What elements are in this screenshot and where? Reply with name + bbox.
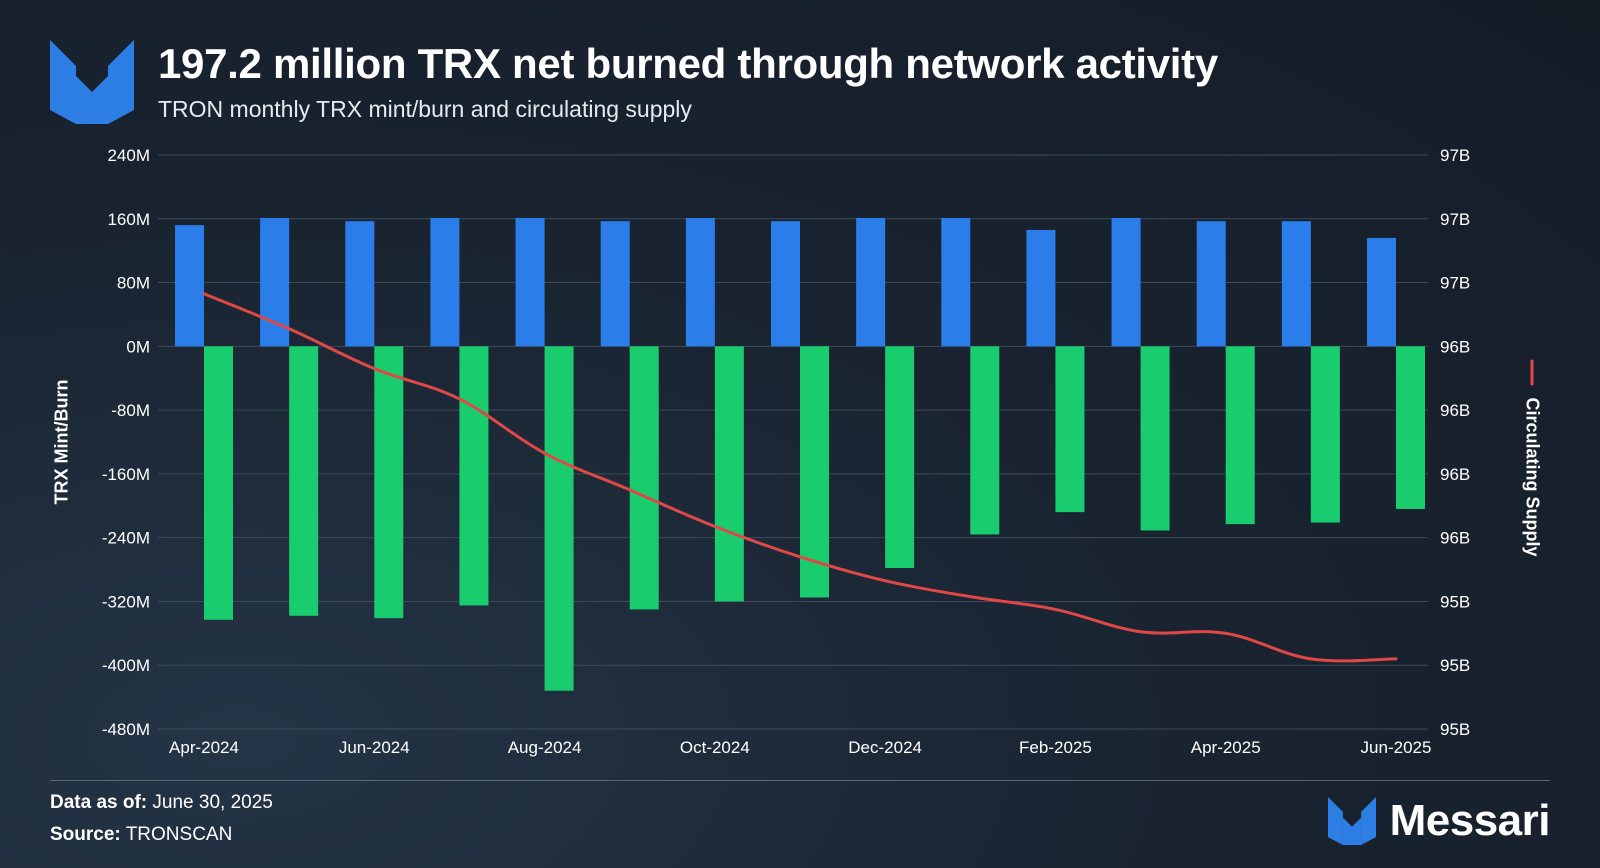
burn-bar bbox=[289, 346, 319, 616]
burn-bar bbox=[1310, 346, 1340, 523]
burn-bar bbox=[629, 346, 659, 610]
mint-bar bbox=[1026, 229, 1056, 347]
left-tick-label: 240M bbox=[107, 146, 150, 165]
chart-title: 197.2 million TRX net burned through net… bbox=[158, 40, 1218, 87]
burn-bar bbox=[970, 346, 1000, 535]
right-tick-label: 95B bbox=[1440, 656, 1470, 675]
right-tick-label: 95B bbox=[1440, 720, 1470, 739]
mint-bar bbox=[345, 221, 375, 347]
burn-bar bbox=[1140, 346, 1170, 531]
right-tick-label: 96B bbox=[1440, 401, 1470, 420]
data-as-of-value: June 30, 2025 bbox=[152, 792, 273, 813]
x-tick-label: Jun-2025 bbox=[1361, 738, 1432, 757]
right-tick-label: 97B bbox=[1440, 210, 1470, 229]
burn-bar bbox=[544, 346, 574, 691]
mint-bar bbox=[260, 217, 290, 347]
burn-bar bbox=[1055, 346, 1085, 513]
brand-name: Messari bbox=[1389, 796, 1551, 845]
mint-bar bbox=[685, 217, 715, 347]
x-tick-label: Dec-2024 bbox=[848, 738, 922, 757]
x-tick-label: Feb-2025 bbox=[1019, 738, 1092, 757]
left-tick-label: -240M bbox=[102, 529, 150, 548]
mint-bar bbox=[856, 217, 886, 347]
right-axis-title: Circulating Supply bbox=[1522, 359, 1543, 557]
source-value: TRONSCAN bbox=[125, 824, 233, 845]
left-tick-label: -320M bbox=[102, 592, 150, 611]
messari-brand-icon bbox=[1327, 797, 1376, 845]
left-tick-label: -160M bbox=[102, 465, 150, 484]
right-tick-label: 97B bbox=[1440, 274, 1470, 293]
x-tick-label: Oct-2024 bbox=[680, 738, 750, 757]
burn-bar bbox=[374, 346, 404, 619]
x-tick-label: Apr-2025 bbox=[1191, 738, 1261, 757]
burn-bar bbox=[800, 346, 829, 598]
chart-subtitle: TRON monthly TRX mint/burn and circulati… bbox=[158, 96, 692, 122]
data-as-of-label: Data as of: bbox=[50, 792, 148, 813]
circulating-supply-line bbox=[202, 292, 1398, 663]
mint-bar bbox=[1196, 221, 1226, 347]
right-tick-label: 96B bbox=[1440, 465, 1470, 484]
mint-bar bbox=[1281, 221, 1311, 347]
left-tick-label: -80M bbox=[111, 401, 150, 420]
left-tick-label: 160M bbox=[107, 210, 150, 229]
x-tick-label: Jun-2024 bbox=[339, 738, 410, 757]
right-tick-label: 96B bbox=[1440, 337, 1470, 356]
right-tick-label: 96B bbox=[1440, 529, 1470, 548]
burn-bar bbox=[1225, 346, 1255, 525]
burn-bar bbox=[459, 346, 489, 606]
left-tick-label: -480M bbox=[102, 720, 150, 739]
supply-legend-line bbox=[1530, 359, 1534, 386]
source-label: Source: bbox=[50, 824, 121, 845]
mint-bar bbox=[515, 217, 545, 347]
messari-logo-icon bbox=[50, 40, 134, 124]
x-tick-label: Aug-2024 bbox=[508, 738, 582, 757]
mint-bar bbox=[600, 221, 630, 347]
left-axis-title: TRX Mint/Burn bbox=[51, 379, 72, 505]
burn-bar bbox=[204, 346, 233, 620]
burn-bar bbox=[885, 346, 915, 568]
data-as-of: Data as of: June 30, 2025 bbox=[50, 792, 273, 814]
mint-bar bbox=[175, 225, 204, 347]
brand-footer: Messari bbox=[1327, 796, 1551, 846]
mint-bar bbox=[1111, 217, 1141, 347]
burn-bar bbox=[714, 346, 744, 602]
mint-bar bbox=[941, 217, 971, 347]
footer-divider bbox=[50, 780, 1550, 781]
source: Source: TRONSCAN bbox=[50, 824, 232, 846]
burn-bar bbox=[1396, 346, 1425, 509]
left-tick-label: 0M bbox=[126, 337, 150, 356]
mint-bar bbox=[1367, 237, 1396, 347]
left-tick-label: 80M bbox=[117, 274, 150, 293]
left-tick-label: -400M bbox=[102, 656, 150, 675]
right-tick-label: 95B bbox=[1440, 592, 1470, 611]
right-axis-title-text: Circulating Supply bbox=[1522, 397, 1543, 557]
x-tick-label: Apr-2024 bbox=[169, 738, 239, 757]
mint-bar bbox=[430, 217, 460, 347]
right-tick-label: 97B bbox=[1440, 146, 1470, 165]
mint-bar bbox=[771, 221, 800, 347]
